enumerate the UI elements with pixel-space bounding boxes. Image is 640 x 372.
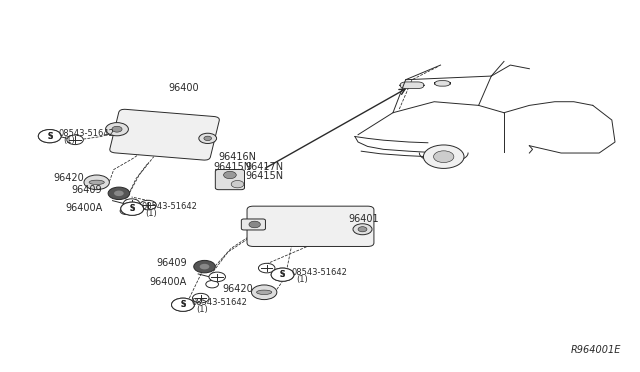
Text: S: S [180, 300, 186, 309]
Circle shape [271, 268, 294, 281]
Circle shape [140, 200, 156, 210]
Circle shape [193, 294, 209, 303]
Text: 96409: 96409 [156, 258, 187, 268]
FancyBboxPatch shape [215, 170, 244, 190]
Text: 96415N: 96415N [213, 161, 252, 171]
Text: (1): (1) [63, 137, 75, 145]
Circle shape [424, 145, 464, 169]
Circle shape [124, 199, 140, 208]
Text: S: S [47, 132, 52, 141]
Circle shape [38, 129, 61, 143]
Text: 96415N: 96415N [246, 171, 284, 181]
Circle shape [172, 298, 195, 311]
Text: 96401: 96401 [349, 214, 379, 224]
Text: 08543-51642: 08543-51642 [291, 267, 348, 277]
Circle shape [249, 221, 260, 228]
Circle shape [84, 175, 109, 190]
FancyBboxPatch shape [400, 82, 424, 89]
Text: 08543-51642: 08543-51642 [59, 129, 115, 138]
Text: 96416N: 96416N [218, 153, 257, 163]
FancyBboxPatch shape [110, 109, 220, 160]
Circle shape [206, 280, 218, 288]
Circle shape [358, 227, 367, 232]
Text: S: S [47, 132, 52, 141]
Circle shape [433, 151, 454, 163]
Ellipse shape [89, 180, 104, 185]
Circle shape [199, 133, 216, 144]
Text: S: S [129, 204, 135, 213]
FancyBboxPatch shape [247, 206, 374, 247]
Circle shape [172, 298, 195, 311]
Circle shape [121, 202, 143, 215]
Text: (1): (1) [296, 275, 308, 284]
Circle shape [38, 129, 61, 143]
Text: 96409: 96409 [72, 185, 102, 195]
Text: 96400: 96400 [168, 83, 199, 93]
Text: 96420: 96420 [53, 173, 84, 183]
Text: 96400A: 96400A [65, 203, 102, 213]
Text: S: S [280, 270, 285, 279]
Circle shape [67, 135, 83, 145]
Text: 08543-51642: 08543-51642 [192, 298, 248, 307]
Circle shape [271, 268, 294, 281]
Text: S: S [180, 300, 186, 309]
Ellipse shape [257, 290, 272, 295]
Circle shape [353, 224, 372, 235]
Circle shape [223, 171, 236, 179]
Circle shape [106, 123, 129, 136]
Circle shape [108, 187, 130, 199]
Circle shape [204, 136, 211, 141]
Circle shape [114, 190, 124, 196]
FancyBboxPatch shape [435, 81, 451, 86]
Text: R964001E: R964001E [571, 344, 621, 355]
Text: 08543-51642: 08543-51642 [141, 202, 197, 211]
Circle shape [112, 126, 122, 132]
Text: 96420: 96420 [223, 284, 253, 294]
Text: 96417N: 96417N [246, 161, 284, 171]
Circle shape [209, 272, 225, 282]
Text: (1): (1) [196, 305, 208, 314]
Circle shape [121, 202, 143, 215]
Circle shape [231, 180, 244, 188]
Text: (1): (1) [145, 209, 157, 218]
Text: S: S [280, 270, 285, 279]
Circle shape [200, 264, 209, 269]
Circle shape [194, 260, 215, 273]
Circle shape [252, 285, 277, 299]
Circle shape [120, 207, 133, 215]
Circle shape [259, 263, 275, 273]
Text: 96400A: 96400A [150, 277, 187, 287]
Text: S: S [129, 204, 135, 213]
FancyBboxPatch shape [241, 219, 266, 230]
